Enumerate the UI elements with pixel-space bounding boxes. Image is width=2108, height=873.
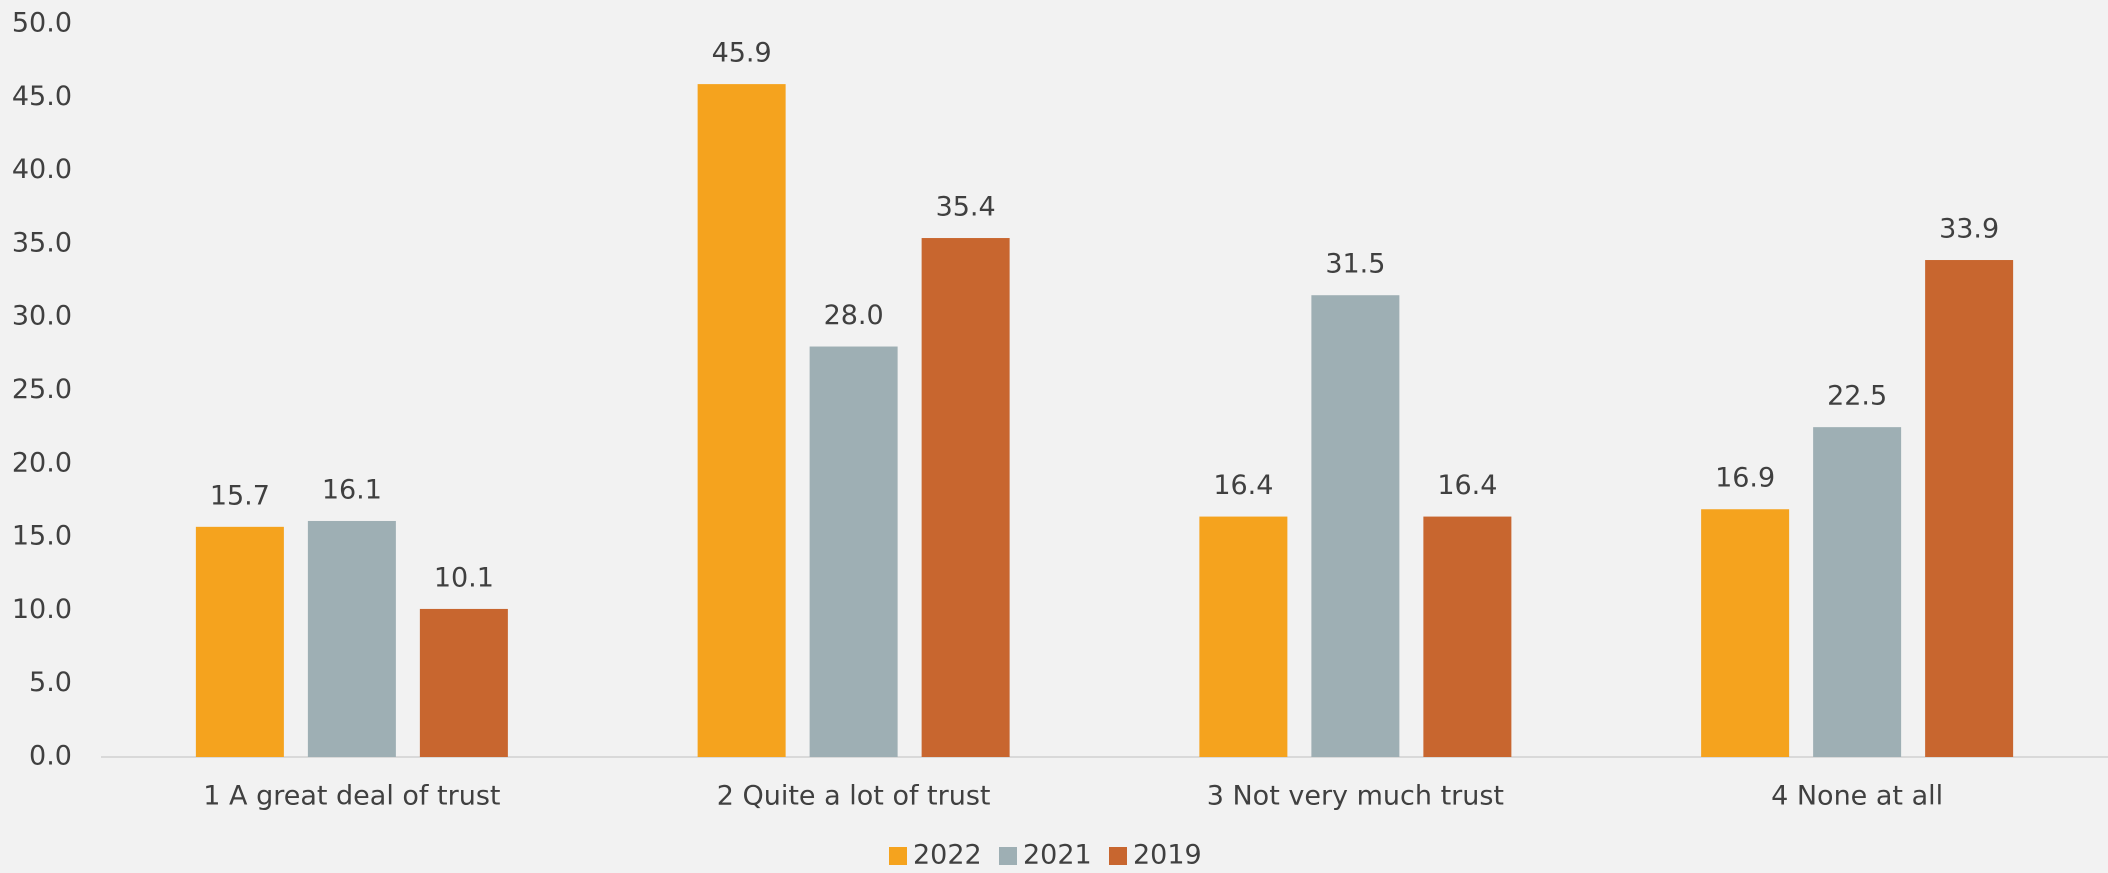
bar [809,346,898,757]
y-tick-label: 40.0 [12,154,72,185]
data-label: 35.4 [936,192,996,223]
legend-label: 2022 [913,840,982,871]
bar [697,84,786,757]
y-tick-label: 25.0 [12,374,72,405]
data-label: 16.4 [1213,470,1273,501]
y-tick-label: 0.0 [29,741,72,772]
legend-swatch [999,847,1017,865]
data-label: 22.5 [1827,381,1887,412]
y-tick-label: 45.0 [12,81,72,112]
y-tick-label: 10.0 [12,594,72,625]
y-tick-label: 35.0 [12,227,72,258]
data-label: 28.0 [824,300,884,331]
legend-swatch [889,847,907,865]
x-tick-label: 4 None at all [1771,781,1943,812]
data-label: 10.1 [434,562,494,593]
data-label: 45.9 [712,38,772,69]
y-tick-label: 20.0 [12,447,72,478]
data-label: 15.7 [210,480,270,511]
data-label: 16.9 [1715,463,1775,494]
bar [1199,516,1288,757]
bar [1925,260,2014,757]
data-label: 16.4 [1437,470,1497,501]
bar [1813,427,1902,757]
bar [419,608,508,757]
data-label: 16.1 [322,474,382,505]
y-tick-label: 5.0 [29,667,72,698]
x-tick-label: 1 A great deal of trust [203,781,500,812]
bar [195,526,284,757]
bar [1423,516,1512,757]
legend-label: 2019 [1133,840,1202,871]
bar [1311,295,1400,757]
y-tick-label: 15.0 [12,521,72,552]
legend-label: 2021 [1023,840,1092,871]
bar [307,520,396,757]
y-tick-label: 50.0 [12,8,72,39]
legend-swatch [1109,847,1127,865]
y-tick-label: 30.0 [12,301,72,332]
x-tick-label: 2 Quite a lot of trust [717,781,991,812]
bar [1701,509,1790,757]
bar [921,238,1010,757]
data-label: 31.5 [1325,249,1385,280]
x-tick-label: 3 Not very much trust [1207,781,1504,812]
data-label: 33.9 [1939,214,1999,245]
